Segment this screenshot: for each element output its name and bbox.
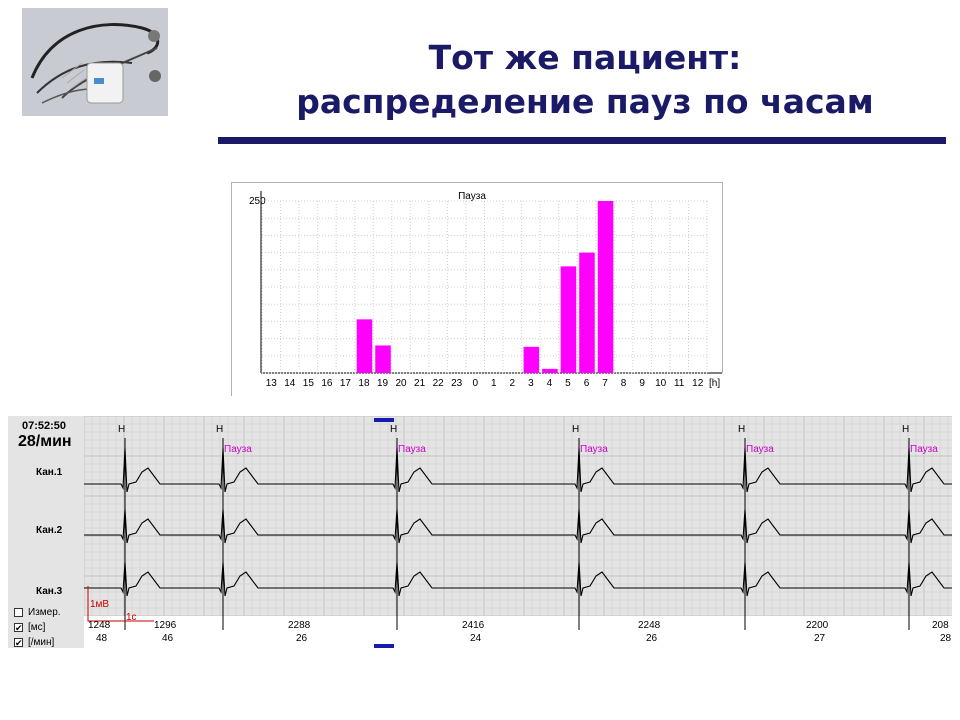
ecg-traces-svg: Н НПаузаНПаузаНПаузаНПаузаНПауза1мВ1с1248…	[84, 416, 952, 648]
title-underline	[218, 137, 946, 144]
interval-values: 1248 1296 2288 2416 2248 2200 208 48 46 26 24 26 27 2…	[88, 620, 952, 644]
ecg-traces: Н Н Пауза Н Пауза Н Пауза Н Пауза Н Пауза 1мВ 1с 1248…	[84, 416, 952, 648]
x-axis-label: [h]	[709, 378, 720, 389]
x-tick-5: 5	[565, 378, 571, 389]
ecg-heart-rate: 28/мин	[18, 433, 72, 450]
pause-label: Пауза	[580, 444, 608, 455]
beat-label: Н	[902, 424, 909, 435]
ecg-time: 07:52:50	[22, 420, 67, 432]
rr-interval-value: 208	[932, 620, 949, 631]
title-line-1: Тот же пациент:	[428, 38, 742, 77]
option-ms[interactable]: ✔ [мс]	[14, 622, 45, 633]
ms-label: [мс]	[28, 622, 46, 633]
rr-interval-value: 2288	[288, 620, 311, 631]
x-tick-19: 19	[377, 378, 389, 389]
channel-1-label: Кан.1	[36, 467, 63, 478]
option-measure[interactable]: Измер.	[14, 607, 61, 618]
x-tick-11: 11	[674, 378, 685, 389]
x-tick-3: 3	[528, 378, 534, 389]
pause-label: Пауза	[910, 444, 938, 455]
calibration-marks: 1мВ 1с	[87, 586, 154, 623]
scroll-marker-top[interactable]	[374, 418, 394, 422]
ecg-grid	[84, 416, 952, 630]
rr-interval-value: 2200	[806, 620, 829, 631]
pause-histogram-svg: Пауза 250 [h] 13 14 15 16 17 18 19 20 21 22 23 0 1 2 3…	[232, 191, 724, 397]
x-tick-21: 21	[414, 378, 426, 389]
x-tick-12: 12	[692, 378, 704, 389]
ecg-channels	[84, 447, 952, 597]
x-tick-2: 2	[510, 378, 516, 389]
x-tick-22: 22	[433, 378, 445, 389]
x-tick-9: 9	[639, 378, 645, 389]
bar-hour-5	[560, 266, 577, 373]
rr-interval-value: 2416	[462, 620, 485, 631]
option-per-min[interactable]: ✔ [/мин]	[14, 637, 54, 648]
chart-title: Пауза	[458, 191, 486, 202]
rate-value: 48	[96, 633, 108, 644]
rr-interval-value: 1248	[88, 620, 111, 631]
ecg-values-strip	[84, 616, 952, 648]
ecg-trace-channel-1	[84, 447, 952, 493]
x-tick-13: 13	[266, 378, 278, 389]
ms-checkbox[interactable]: ✔	[14, 623, 23, 633]
rr-interval-value: 1296	[154, 620, 177, 631]
rr-interval-value: 2248	[638, 620, 661, 631]
x-tick-20: 20	[396, 378, 408, 389]
rate-value: 27	[814, 633, 826, 644]
slide-title: Тот же пациент: распределение пауз по ча…	[240, 36, 930, 124]
pause-label: Пауза	[224, 444, 252, 455]
x-tick-15: 15	[303, 378, 315, 389]
pause-histogram: Пауза 250 [h] 13 14 15 16 17 18 19 20 21 22 23 0 1 2 3…	[231, 182, 724, 397]
x-tick-6: 6	[584, 378, 590, 389]
x-tick-18: 18	[358, 378, 370, 389]
rate-value: 26	[296, 633, 308, 644]
bar-hour-6	[579, 252, 595, 373]
beat-label: Н	[390, 424, 397, 435]
per-min-label: [/мин]	[28, 637, 55, 648]
rate-value: 26	[646, 633, 658, 644]
pause-label: Пауза	[398, 444, 426, 455]
y-tick-250: 250	[249, 196, 266, 207]
beat-label: Н	[572, 424, 579, 435]
beat-label: Н	[738, 424, 745, 435]
x-tick-10: 10	[655, 378, 667, 389]
ecg-strip: 07:52:50 28/мин Кан.1 Кан.2 Кан.3 Измер.…	[8, 416, 952, 648]
title-line-2: распределение пауз по часам	[296, 82, 874, 121]
x-tick-0: 0	[472, 378, 478, 389]
bar-hour-3	[523, 346, 540, 373]
ecg-left-panel: 07:52:50 28/мин Кан.1 Кан.2 Кан.3 Измер.…	[8, 416, 84, 648]
ecg-trace-channel-2	[84, 508, 952, 544]
rate-value: 46	[162, 633, 174, 644]
x-tick-1: 1	[491, 378, 497, 389]
x-tick-8: 8	[621, 378, 627, 389]
x-tick-7: 7	[602, 378, 608, 389]
beat-label: Н	[118, 424, 125, 435]
pause-label: Пауза	[746, 444, 774, 455]
measure-label: Измер.	[28, 607, 61, 618]
x-tick-4: 4	[547, 378, 553, 389]
rate-value: 24	[470, 633, 482, 644]
rate-value: 28	[940, 633, 952, 644]
per-min-checkbox[interactable]: ✔	[14, 638, 23, 648]
measure-checkbox[interactable]	[14, 608, 23, 617]
bar-hour-4	[542, 368, 558, 373]
bar-hour-7	[597, 201, 614, 373]
beat-label: Н	[216, 424, 223, 435]
x-tick-14: 14	[284, 378, 296, 389]
ecg-trace-channel-3	[84, 561, 952, 597]
channel-3-label: Кан.3	[36, 586, 63, 597]
calibration-lines	[87, 586, 154, 622]
x-tick-17: 17	[340, 378, 352, 389]
scroll-marker-bottom[interactable]	[374, 644, 394, 648]
calibration-s-label: 1с	[126, 612, 137, 623]
bar-hour-18	[356, 319, 373, 373]
bar-hour-19	[375, 345, 391, 373]
calibration-mv-label: 1мВ	[90, 599, 109, 610]
x-tick-23: 23	[451, 378, 463, 389]
x-tick-16: 16	[321, 378, 333, 389]
channel-2-label: Кан.2	[36, 525, 63, 536]
holter-device-photo	[22, 8, 168, 116]
